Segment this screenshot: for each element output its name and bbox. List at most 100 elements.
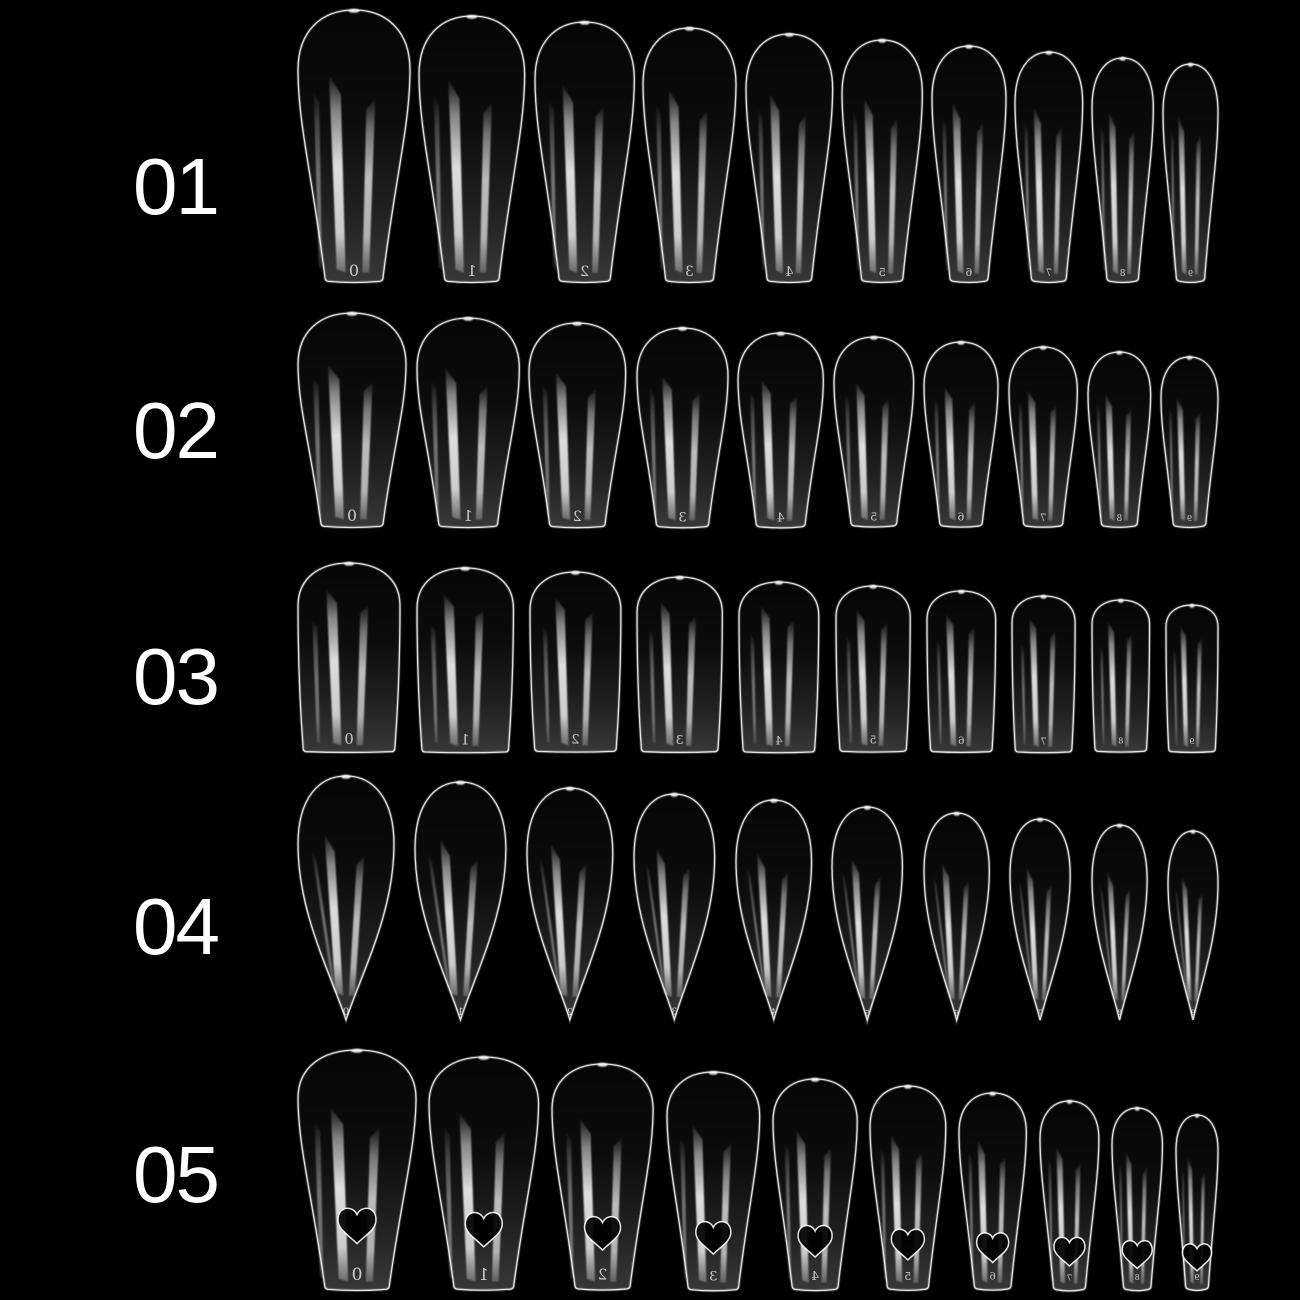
nail-outline (428, 1056, 540, 1292)
heart-cutout-icon (337, 1207, 377, 1245)
reflection-streak (845, 394, 852, 519)
reflection-streak (348, 855, 365, 996)
size-number: 1 (457, 1007, 463, 1018)
reflection-streak (430, 380, 439, 518)
nail-outline (1008, 346, 1078, 529)
style-number-label-3: 03 (133, 632, 220, 721)
size-number: 5 (865, 1008, 870, 1017)
nail-outline (738, 581, 820, 754)
nail-glow-outline (296, 1048, 418, 1293)
reflection-streak (944, 386, 956, 521)
specular-highlight (957, 589, 965, 594)
heart-cutout-icon (464, 1212, 504, 1249)
size-number: 9 (1191, 1009, 1195, 1017)
reflection-streak (427, 853, 451, 994)
size-number: 8 (1117, 1009, 1121, 1017)
nail-tip-coffin-size-2: 2 (527, 321, 628, 530)
reflection-streak (1107, 871, 1118, 1001)
reflection-streak (688, 392, 700, 521)
size-number: 3 (676, 732, 684, 747)
nail-tip-coffin-size-9: 9 (1159, 355, 1220, 530)
reflection-streak (610, 1137, 622, 1283)
heart-cutout-icon (976, 1232, 1010, 1264)
size-number: 1 (467, 262, 477, 280)
specular-highlight (869, 336, 878, 341)
reflection-streak (974, 122, 983, 274)
specular-highlight (1119, 56, 1126, 61)
reflection-streak (719, 1142, 731, 1283)
specular-highlight (1116, 823, 1123, 828)
nail-glow-outline (550, 1062, 655, 1293)
size-number: 8 (1118, 736, 1123, 746)
nail-tip-coffin-heart-hole-size-9: 9 (1174, 1113, 1220, 1293)
size-number: 6 (958, 511, 965, 524)
reflection-streak (878, 623, 888, 747)
reflection-streak (795, 114, 806, 274)
reflection-streak (966, 627, 975, 747)
specular-highlight (462, 316, 473, 321)
reflection-streak (329, 75, 346, 273)
size-number: 6 (958, 736, 964, 747)
reflection-streak (1120, 888, 1130, 1001)
nail-tip-long-coffin-size-4: 4 (744, 32, 835, 285)
reflection-streak (942, 862, 955, 1000)
reflection-streak (958, 880, 970, 1000)
specular-highlight (964, 44, 973, 49)
nail-outline (533, 21, 635, 284)
reflection-streak (945, 613, 956, 747)
nail-outline (841, 39, 923, 284)
reflection-streak (539, 857, 561, 995)
reflection-streak (448, 79, 465, 273)
nail-tip-long-coffin-size-9: 9 (1161, 62, 1220, 285)
reflection-streak (853, 112, 860, 272)
size-number: 2 (580, 264, 589, 280)
size-number: 7 (1046, 268, 1052, 279)
reflection-streak (1096, 404, 1102, 520)
reflection-streak (769, 93, 783, 274)
specular-highlight (341, 774, 351, 779)
reflection-streak (1048, 405, 1057, 521)
size-number: 0 (349, 261, 359, 280)
nail-outline (297, 9, 411, 284)
specular-highlight (776, 331, 786, 336)
size-number: 2 (567, 1007, 573, 1018)
size-number: 4 (771, 1007, 776, 1017)
reflection-streak (1180, 625, 1189, 747)
nail-outline (1091, 599, 1150, 754)
specular-highlight (904, 1084, 912, 1089)
reflection-streak (856, 382, 868, 521)
specular-highlight (1116, 350, 1123, 355)
size-number: 3 (671, 1008, 677, 1018)
reflection-streak (1053, 126, 1062, 274)
reflection-streak (1018, 879, 1035, 998)
specular-highlight (1040, 594, 1047, 599)
nail-outline (1087, 351, 1152, 529)
nail-tip-stiletto-size-0: 0 (296, 774, 396, 1025)
size-number: 5 (878, 265, 885, 279)
nail-glow-outline (771, 1077, 859, 1293)
reflection-streak (1105, 394, 1115, 521)
nail-tip-stiletto-size-4: 4 (734, 798, 813, 1025)
nail-tip-square-size-8: 8 (1090, 598, 1151, 755)
reflection-streak (1020, 642, 1026, 745)
reflection-streak (430, 622, 438, 744)
nail-glow-outline (427, 1055, 541, 1293)
reflection-streak (888, 118, 898, 274)
reflection-streak (649, 387, 657, 519)
heart-cutout-icon (797, 1224, 833, 1258)
reflection-streak (669, 88, 683, 274)
reflection-streak (1178, 116, 1187, 275)
reflection-streak (356, 605, 369, 746)
reflection-streak (936, 639, 942, 745)
reflection-streak (869, 875, 881, 999)
reflection-streak (314, 1122, 324, 1280)
heart-cutout-icon (890, 1228, 926, 1262)
reflection-streak (326, 589, 342, 746)
reflection-streak (1127, 130, 1135, 275)
nail-outline (297, 1049, 417, 1292)
size-number: 5 (905, 1270, 912, 1283)
nail-outline (1111, 1107, 1164, 1292)
